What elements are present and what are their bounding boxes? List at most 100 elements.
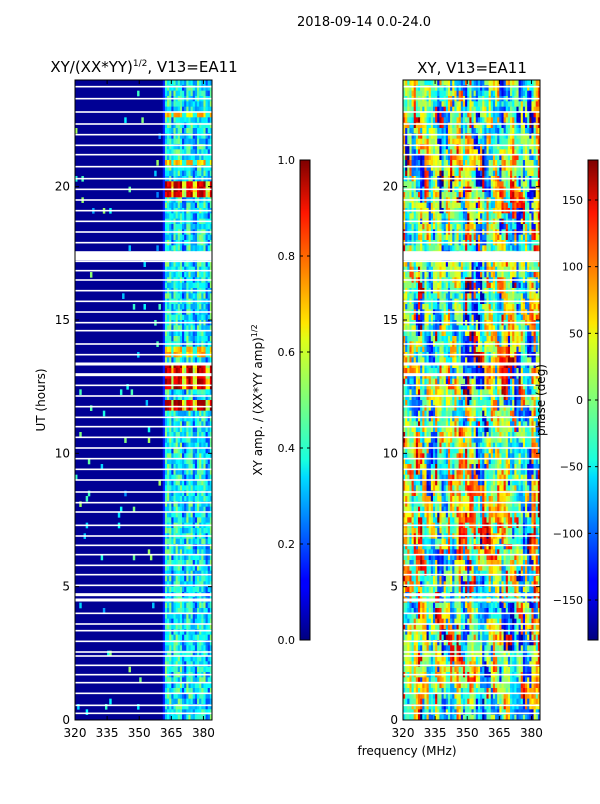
amplitude-cell [167,347,169,353]
phase-cell [472,224,474,230]
phase-cell [497,101,499,107]
phase-cell [480,112,482,118]
phase-cell [527,224,529,230]
amplitude-cell [169,171,171,177]
phase-cell [414,181,416,187]
amplitude-cell [203,693,205,699]
amplitude-gap-row [75,406,212,408]
amplitude-cell [184,357,186,363]
amplitude-cell [182,635,184,641]
phase-cell [429,192,431,198]
amplitude-cell [191,224,193,230]
phase-cell [450,155,452,161]
amplitude-cell [188,347,190,353]
amplitude-cell [176,613,178,619]
phase-cell [484,203,486,209]
amplitude-cell [186,427,188,433]
amplitude-cell [197,480,199,486]
phase-cell [431,160,433,166]
phase-cell [474,128,476,134]
amplitude-cell [193,528,195,534]
phase-cell [465,192,467,198]
phase-cell [422,117,424,123]
amplitude-cell [165,331,167,337]
phase-cell [420,213,422,219]
amplitude-cell [180,192,182,198]
phase-cell [427,203,429,209]
phase-cell [510,181,512,187]
amplitude-gap-row [75,613,212,615]
amplitude-cell [182,91,184,97]
amplitude-cell [109,699,111,705]
amplitude-cell [169,139,171,145]
phase-cell [469,155,471,161]
amplitude-cell [188,160,190,166]
amplitude-cell [165,645,167,651]
phase-cell [450,80,452,86]
phase-cell [497,235,499,241]
phase-cell [527,181,529,187]
amplitude-cell [195,427,197,433]
phase-cell [467,171,469,177]
phase-cell [529,139,531,145]
amplitude-cell [195,715,197,721]
phase-cell [501,203,503,209]
amplitude-cell [167,587,169,593]
amplitude-cell [197,448,199,454]
amplitude-cell [193,683,195,689]
amplitude-cell [195,272,197,278]
amplitude-cell [191,469,193,475]
amplitude-cell [165,315,167,321]
phase-cell [506,80,508,86]
phase-cell [422,91,424,97]
amplitude-cell [195,171,197,177]
phase-cell [457,213,459,219]
amplitude-cell [178,683,180,689]
phase-cell [427,181,429,187]
amplitude-cell [203,293,205,299]
amplitude-cell [180,427,182,433]
phase-cell [536,155,538,161]
phase-cell [422,245,424,251]
amplitude-cell [203,347,205,353]
phase-cell [512,192,514,198]
phase-cell [478,128,480,134]
amplitude-y-tick-label: 20 [55,180,70,194]
amplitude-cell [178,427,180,433]
amplitude-cell [197,304,199,310]
amplitude-cell [199,80,201,86]
phase-cell [510,139,512,145]
amplitude-cell [165,693,167,699]
amplitude-cell [193,656,195,662]
phase-cell [463,128,465,134]
amplitude-cell [208,613,210,619]
amplitude-cell [197,603,199,609]
amplitude-cell [165,171,167,177]
amplitude-cell [178,128,180,134]
amplitude-cell [188,112,190,118]
amplitude-cell [193,272,195,278]
amplitude-cell [197,528,199,534]
amplitude-cell [167,379,169,385]
amplitude-cell [208,480,210,486]
phase-cell [407,80,409,86]
amplitude-cell [208,171,210,177]
phase-cell [531,171,533,177]
amplitude-cell [191,368,193,374]
amplitude-cell [186,101,188,107]
amplitude-cell [165,160,167,166]
amplitude-cell [171,448,173,454]
amplitude-cell [141,117,143,123]
amplitude-cell [163,667,165,673]
amplitude-cell [201,656,203,662]
amplitude-cell [173,336,175,342]
amplitude-cell [208,496,210,502]
amplitude-cell [178,389,180,395]
phase-cell [444,128,446,134]
phase-cell [407,224,409,230]
amplitude-cell [201,603,203,609]
phase-cell [516,181,518,187]
phase-cell [497,213,499,219]
amplitude-cell [188,448,190,454]
amplitude-cell [163,224,165,230]
